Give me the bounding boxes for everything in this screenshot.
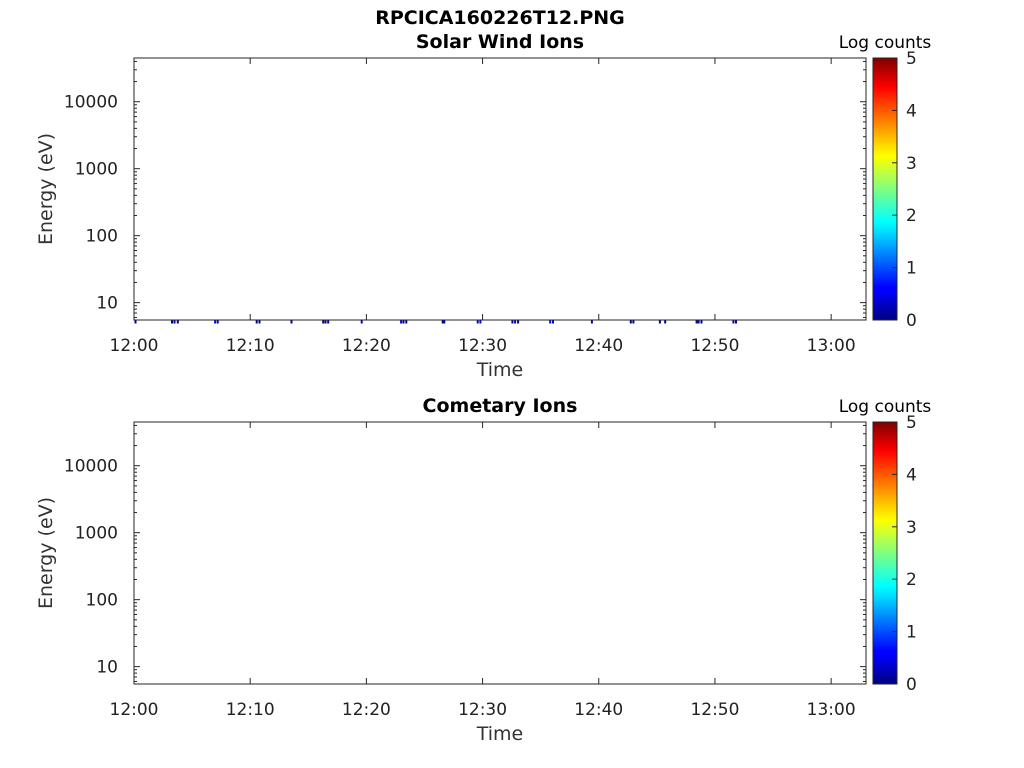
colorbar-tick-label: 5 [906,49,917,69]
colorbar-tick-label: 2 [906,570,917,590]
colorbar-tick-label: 0 [906,311,917,331]
x-tick-label: 12:30 [458,336,507,356]
colorbar-tick-label: 1 [906,623,917,643]
colorbar-tick-label: 3 [906,518,917,538]
colorbar-tick-label: 0 [906,675,917,695]
plot-area [133,57,867,321]
colorbar-label: Log counts [839,33,932,53]
y-tick-label: 10 [96,294,118,314]
x-tick-label: 12:20 [342,336,391,356]
x-tick-label: 12:50 [690,336,739,356]
x-tick-label: 12:30 [458,700,507,720]
y-tick-label: 100 [86,227,118,247]
x-tick-label: 12:40 [574,700,623,720]
x-tick-label: 13:00 [807,700,856,720]
x-tick-label: 12:10 [226,336,275,356]
x-tick-label: 12:00 [110,700,159,720]
colorbar-tick-label: 3 [906,154,917,174]
y-tick-label: 1000 [75,160,118,180]
y-axis-label: Energy (eV) [35,133,57,245]
panel-title: Solar Wind Ions [416,31,584,53]
x-axis-label: Time [476,359,524,381]
colorbar [872,421,898,685]
plot-area [133,421,867,685]
colorbar [872,57,898,321]
x-axis-label: Time [476,723,524,745]
x-tick-label: 13:00 [807,336,856,356]
y-tick-label: 100 [86,591,118,611]
colorbar-tick-label: 4 [906,465,917,485]
colorbar-tick-label: 5 [906,413,917,433]
y-tick-label: 10000 [64,93,118,113]
x-tick-label: 12:40 [574,336,623,356]
x-tick-label: 12:10 [226,700,275,720]
x-tick-label: 12:00 [110,336,159,356]
y-tick-label: 1000 [75,524,118,544]
x-tick-label: 12:50 [690,700,739,720]
colorbar-label: Log counts [839,397,932,417]
x-tick-label: 12:20 [342,700,391,720]
y-axis-label: Energy (eV) [35,497,57,609]
panel-title: Cometary Ions [423,395,578,417]
colorbar-tick-label: 1 [906,259,917,279]
colorbar-tick-label: 2 [906,206,917,226]
figure-title: RPCICA160226T12.PNG [375,7,625,29]
panel-cometary-ions: 12:00 12:10 12:20 12:30 12:40 12:50 13:00 Time 1… [35,395,931,745]
panel-solar-wind-ions: 12:00 12:10 12:20 12:30 12:40 12:50 13:00 Time 1… [35,31,931,381]
y-tick-label: 10000 [64,457,118,477]
colorbar-tick-label: 4 [906,101,917,121]
y-tick-label: 10 [96,658,118,678]
